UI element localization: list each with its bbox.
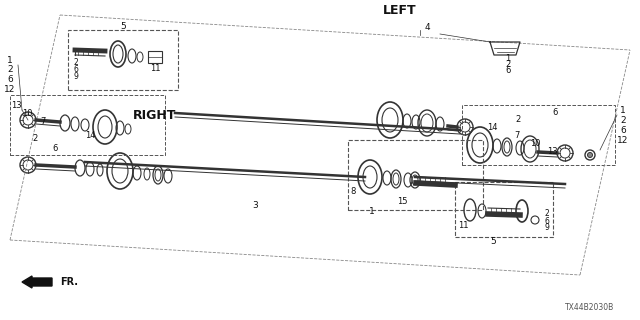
Text: 10: 10 [530, 139, 540, 148]
Text: 6: 6 [7, 75, 13, 84]
Text: 6: 6 [74, 65, 79, 74]
Text: 7: 7 [515, 131, 520, 140]
Text: 10: 10 [22, 108, 32, 117]
Text: RIGHT: RIGHT [133, 108, 177, 122]
Text: 3: 3 [252, 201, 258, 210]
Text: FR.: FR. [60, 277, 78, 287]
Text: 7: 7 [40, 116, 45, 125]
Text: 15: 15 [397, 197, 407, 206]
Text: 13: 13 [547, 147, 557, 156]
Text: LEFT: LEFT [383, 4, 417, 17]
Text: 2: 2 [7, 65, 13, 74]
Text: 2: 2 [620, 116, 626, 124]
Text: 4: 4 [424, 22, 430, 31]
Bar [148, 51, 162, 63]
Bar [455, 182, 553, 237]
Text: 11: 11 [150, 63, 160, 73]
Text: 9: 9 [74, 71, 79, 81]
Text: 12: 12 [4, 84, 16, 93]
Bar [68, 30, 178, 90]
Text: 8: 8 [350, 188, 356, 196]
Text: 2: 2 [33, 133, 38, 142]
Text: 14: 14 [84, 131, 95, 140]
Text: 13: 13 [11, 100, 21, 109]
Text: 6: 6 [620, 125, 626, 134]
FancyArrow shape [22, 276, 52, 288]
Text: 1: 1 [369, 207, 375, 217]
Text: 11: 11 [458, 220, 468, 229]
Circle shape [588, 153, 593, 157]
Text: 5: 5 [490, 237, 496, 246]
Text: 6: 6 [505, 66, 510, 75]
Text: 6: 6 [52, 143, 58, 153]
Text: 1: 1 [620, 106, 626, 115]
Text: 1: 1 [7, 55, 13, 65]
Text: TX44B2030B: TX44B2030B [565, 303, 614, 313]
Bar [348, 140, 483, 210]
Text: 2: 2 [74, 58, 78, 67]
Bar [462, 105, 615, 165]
Text: 2: 2 [515, 115, 520, 124]
Text: 14: 14 [487, 123, 497, 132]
Text: 5: 5 [120, 21, 126, 30]
Text: 1: 1 [505, 53, 510, 62]
Text: 6: 6 [545, 217, 549, 226]
Text: 6: 6 [552, 108, 557, 116]
Text: 2: 2 [545, 210, 549, 219]
Text: 2: 2 [505, 60, 510, 68]
Text: 12: 12 [618, 135, 628, 145]
Text: 9: 9 [545, 223, 549, 233]
Bar [10, 95, 165, 155]
